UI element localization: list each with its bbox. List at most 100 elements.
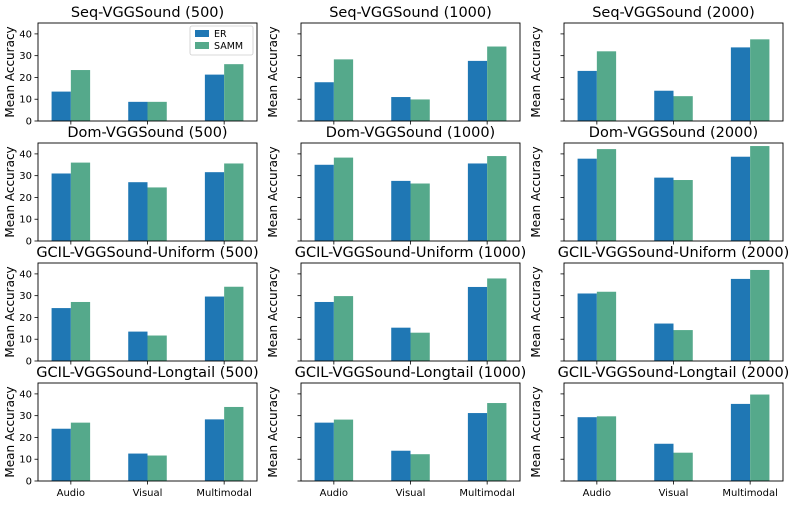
y-tick-label: 0 <box>26 477 32 488</box>
bar-samm-audio <box>333 157 354 241</box>
x-tick-label: Multimodal <box>459 488 515 499</box>
bar-er-audio <box>51 173 71 241</box>
y-tick-label: 20 <box>19 193 32 204</box>
subplot-title: GCIL-VGGSound-Longtail (500) <box>36 365 258 381</box>
y-axis-label: Mean Accuracy <box>3 26 17 117</box>
x-tick-label: Audio <box>320 488 348 499</box>
bar-er-audio <box>577 70 597 121</box>
x-tick-label: Visual <box>133 488 163 499</box>
subplot-10: GCIL-VGGSound-Longtail (500) Mean Accurac… <box>3 365 259 499</box>
subplot-6: Dom-VGGSound (2000) Mean Accuracy <box>529 125 784 245</box>
bar-samm-visual <box>673 452 693 481</box>
bar-samm-multimodal <box>487 156 507 241</box>
y-tick-label: 40 <box>19 389 32 400</box>
bar-er-visual <box>128 331 148 361</box>
bar-er-multimodal <box>730 47 751 121</box>
bar-er-visual <box>654 90 674 121</box>
subplot-5: Dom-VGGSound (1000) Mean Accuracy <box>266 125 521 245</box>
bar-samm-audio <box>333 59 354 121</box>
y-axis-label: Mean Accuracy <box>3 386 17 477</box>
bar-er-visual <box>391 180 411 241</box>
plot-frame <box>37 22 258 122</box>
plot-frame <box>300 382 521 482</box>
bar-samm-visual <box>147 455 167 481</box>
y-tick-label: 0 <box>26 357 32 368</box>
plot-frame <box>563 142 784 242</box>
bar-er-visual <box>391 97 411 121</box>
bar-samm-visual <box>410 454 430 481</box>
bar-samm-visual <box>410 332 430 361</box>
bar-samm-audio <box>70 70 91 121</box>
bar-er-audio <box>577 158 597 241</box>
y-axis-label: Mean Accuracy <box>266 146 280 237</box>
bar-samm-audio <box>70 162 91 241</box>
y-tick-label: 30 <box>19 171 32 182</box>
y-axis-label: Mean Accuracy <box>529 146 543 237</box>
y-tick-label: 40 <box>19 29 32 40</box>
bar-samm-multimodal <box>224 64 244 121</box>
bar-er-visual <box>654 323 674 361</box>
bar-er-multimodal <box>204 74 225 121</box>
x-tick-label: Visual <box>396 488 426 499</box>
subplot-title: Dom-VGGSound (2000) <box>589 125 758 141</box>
y-axis-label: Mean Accuracy <box>3 146 17 237</box>
bar-samm-multimodal <box>750 146 770 241</box>
bar-samm-multimodal <box>750 394 770 481</box>
bar-er-multimodal <box>730 156 751 241</box>
bar-er-audio <box>314 422 334 481</box>
subplot-2: Seq-VGGSound (1000) Mean Accuracy <box>266 5 521 125</box>
legend-swatch-er <box>195 30 209 37</box>
bar-er-visual <box>128 182 148 241</box>
y-axis-label: Mean Accuracy <box>266 26 280 117</box>
bar-samm-multimodal <box>224 286 244 361</box>
subplot-3: Seq-VGGSound (2000) Mean Accuracy <box>529 5 784 125</box>
bar-er-audio <box>51 308 71 361</box>
bar-er-audio <box>51 91 71 121</box>
bar-er-visual <box>654 443 674 481</box>
bar-samm-visual <box>673 96 693 121</box>
bar-samm-audio <box>70 422 91 481</box>
bar-samm-visual <box>147 335 167 361</box>
y-axis-label: Mean Accuracy <box>529 266 543 357</box>
y-tick-label: 30 <box>19 411 32 422</box>
plot-frame <box>563 262 784 362</box>
y-tick-label: 0 <box>26 237 32 248</box>
bar-samm-multimodal <box>224 163 244 241</box>
bar-samm-audio <box>596 291 617 361</box>
y-tick-label: 40 <box>19 269 32 280</box>
bar-er-audio <box>577 417 597 481</box>
bar-er-multimodal <box>467 413 488 481</box>
subplot-title: GCIL-VGGSound-Uniform (500) <box>36 245 258 261</box>
bar-er-multimodal <box>204 172 225 241</box>
legend-swatch-samm <box>195 42 209 49</box>
subplot-1: Seq-VGGSound (500) Mean Accuracy 0 10 20 30 40 <box>3 5 258 128</box>
x-tick-label: Multimodal <box>722 488 778 499</box>
subplot-title: Dom-VGGSound (1000) <box>326 125 495 141</box>
bar-er-multimodal <box>730 278 751 361</box>
x-tick-label: Visual <box>659 488 689 499</box>
bar-er-audio <box>577 293 597 361</box>
subplot-title: Seq-VGGSound (500) <box>71 5 224 21</box>
subplot-9: GCIL-VGGSound-Uniform (2000) Mean Accurac… <box>529 245 789 365</box>
y-tick-label: 20 <box>19 313 32 324</box>
y-tick-label: 30 <box>19 291 32 302</box>
bar-samm-audio <box>70 301 91 361</box>
bar-samm-multimodal <box>487 278 507 361</box>
y-tick-label: 40 <box>19 149 32 160</box>
subplot-8: GCIL-VGGSound-Uniform (1000) Mean Accurac… <box>266 245 526 365</box>
legend-label-er: ER <box>214 29 227 40</box>
subplot-title: GCIL-VGGSound-Uniform (2000) <box>558 245 789 261</box>
y-tick-label: 10 <box>19 335 32 346</box>
y-tick-label: 30 <box>19 51 32 62</box>
subplot-title: GCIL-VGGSound-Longtail (2000) <box>558 365 789 381</box>
bar-er-multimodal <box>204 296 225 361</box>
subplot-12: GCIL-VGGSound-Longtail (2000) Mean Accura… <box>529 365 789 499</box>
bar-er-visual <box>391 450 411 481</box>
y-axis-label: Mean Accuracy <box>266 386 280 477</box>
bar-samm-audio <box>596 416 617 481</box>
bar-er-visual <box>128 453 148 481</box>
plot-frame <box>300 22 521 122</box>
y-axis-label: Mean Accuracy <box>529 26 543 117</box>
